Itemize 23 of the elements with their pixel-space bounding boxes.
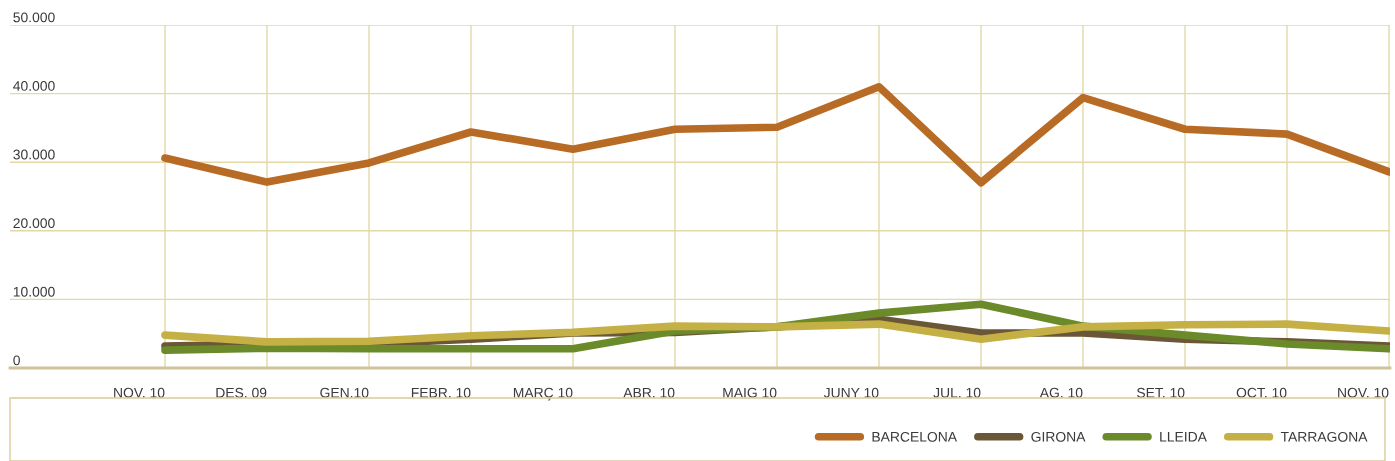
y-tick-label: 0 [13,355,20,366]
y-tick-label: 40.000 [13,81,55,91]
x-tick-label: NOV. 10 [1338,387,1389,398]
y-tick-label: 30.000 [13,149,55,160]
legend-label: GIRONA [1031,431,1086,442]
x-tick-label: ABR. 10 [623,387,675,398]
x-tick-label: AG. 10 [1039,387,1083,398]
x-tick-label: JUL. 10 [933,387,981,398]
legend-label: LLEIDA [1160,432,1207,442]
x-tick-label: MARÇ 10 [513,387,573,401]
x-tick-label: SET. 10 [1137,387,1185,398]
x-tick-label: OCT. 10 [1236,387,1287,398]
x-tick-label: MAIG 10 [723,387,777,398]
legend-label: TARRAGONA [1280,431,1368,442]
y-tick-label: 50.000 [13,12,55,23]
y-tick-label: 10.000 [13,286,55,297]
legend-label: BARCELONA [872,431,958,442]
x-tick-label: NOV. 10 [114,387,165,398]
x-tick-label: JUNY 10 [823,387,879,398]
y-tick-label: 20.000 [13,218,55,229]
x-tick-label: DES. 09 [216,387,267,398]
x-tick-label: GEN.10 [320,387,369,398]
x-tick-label: FEBR. 10 [411,387,471,398]
